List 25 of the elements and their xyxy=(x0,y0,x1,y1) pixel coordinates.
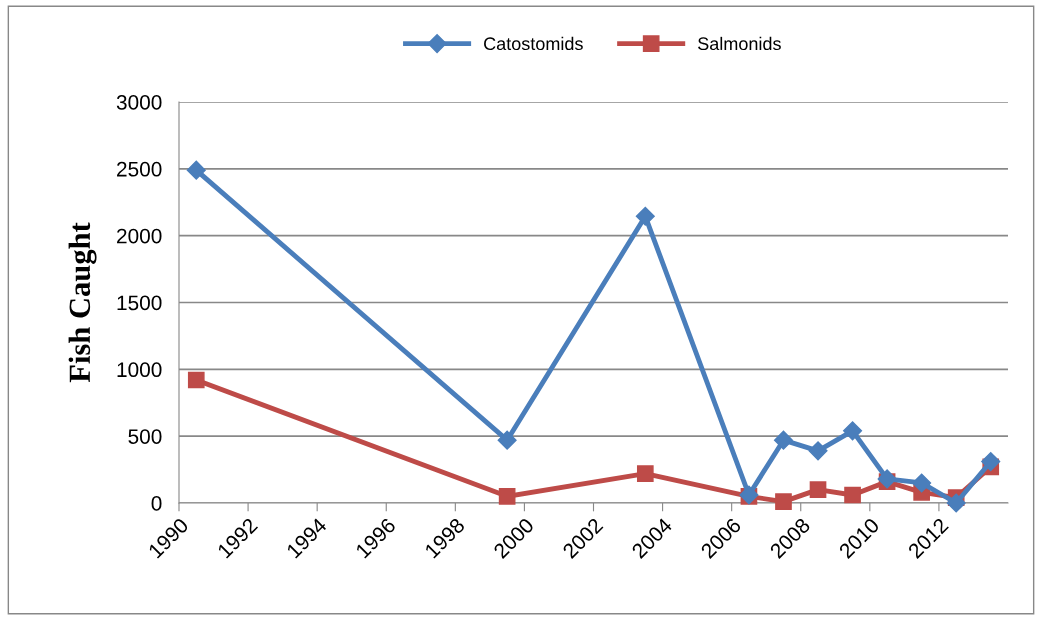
point xyxy=(912,473,932,493)
legend-label: Catostomids xyxy=(484,36,583,51)
point xyxy=(773,430,794,450)
y-tick-label: 500 xyxy=(128,429,162,444)
point xyxy=(809,481,827,498)
point xyxy=(187,371,205,389)
y-tick-label: 1500 xyxy=(117,295,162,311)
y-axis-title: Fish Caught xyxy=(68,222,97,383)
point xyxy=(808,441,828,461)
point xyxy=(844,486,861,504)
point xyxy=(775,493,792,510)
point xyxy=(636,465,654,482)
y-tick-label: 0 xyxy=(151,496,162,511)
point xyxy=(946,493,966,513)
legend-label: Salmonids xyxy=(698,36,781,51)
y-tick-label: 1000 xyxy=(117,362,162,378)
point xyxy=(498,487,516,505)
y-tick-label: 2000 xyxy=(117,228,162,244)
point xyxy=(186,160,206,180)
point xyxy=(497,430,517,450)
point xyxy=(981,452,1001,472)
point xyxy=(843,421,863,441)
y-tick-label: 3000 xyxy=(116,95,162,110)
y-tick-label: 2500 xyxy=(117,161,162,177)
point xyxy=(635,206,655,226)
